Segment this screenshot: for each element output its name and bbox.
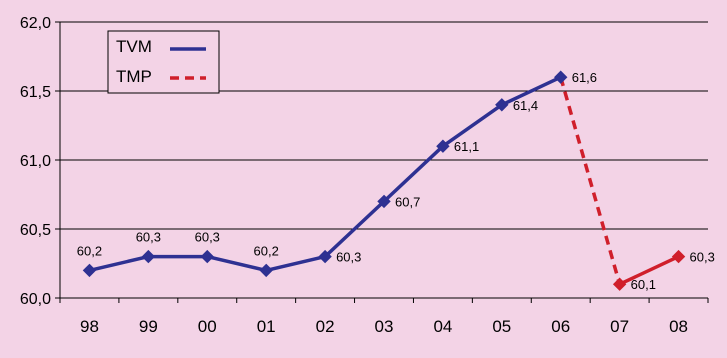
data-point-tvm: [259, 263, 273, 278]
data-label: 60,1: [631, 277, 656, 292]
data-point-tvm: [200, 249, 214, 264]
data-point-tvm: [436, 139, 450, 153]
y-tick-label: 61,0: [20, 153, 51, 170]
x-tick-label: 05: [492, 317, 511, 336]
data-point-tvm: [318, 249, 332, 264]
x-tick-label: 99: [139, 317, 158, 336]
data-label: 60,2: [77, 243, 102, 258]
data-label: 60,3: [195, 230, 220, 245]
data-point-tvm: [82, 263, 97, 278]
x-tick-label: 00: [198, 317, 217, 336]
y-tick-label: 62,0: [20, 15, 51, 32]
data-point-tvm: [495, 98, 509, 112]
legend-box: [107, 30, 220, 94]
data-label: 60,3: [336, 250, 361, 265]
data-point-tvm: [554, 70, 568, 84]
series-line-tmp-dashed: [559, 76, 622, 285]
x-tick-label: 01: [257, 317, 276, 336]
x-tick-label: 07: [610, 317, 629, 336]
data-label: 60,7: [395, 194, 420, 209]
data-point-tmp: [612, 277, 627, 291]
data-point-tvm: [141, 249, 156, 264]
x-tick-label: 98: [80, 317, 99, 336]
legend-label-tmp: TMP: [116, 67, 152, 86]
data-label: 60,3: [690, 250, 715, 265]
y-tick-label: 61,5: [20, 84, 51, 101]
series-line-tmp-solid: [618, 255, 680, 286]
data-label: 61,1: [454, 139, 479, 154]
x-tick-label: 02: [316, 317, 335, 336]
x-tick-label: 04: [433, 317, 452, 336]
x-tick-label: 06: [551, 317, 570, 336]
x-tick-label: 03: [375, 317, 394, 336]
data-point-tvm: [377, 194, 391, 209]
data-label: 60,3: [136, 230, 161, 245]
data-label: 60,2: [254, 243, 279, 258]
legend-label-tvm: TVM: [116, 37, 152, 56]
y-tick-label: 60,0: [20, 291, 51, 308]
data-point-tmp: [671, 249, 686, 264]
y-tick-label: 60,5: [20, 222, 51, 239]
data-label: 61,4: [513, 98, 538, 113]
x-tick-label: 08: [669, 317, 688, 336]
data-label: 61,6: [572, 70, 597, 85]
